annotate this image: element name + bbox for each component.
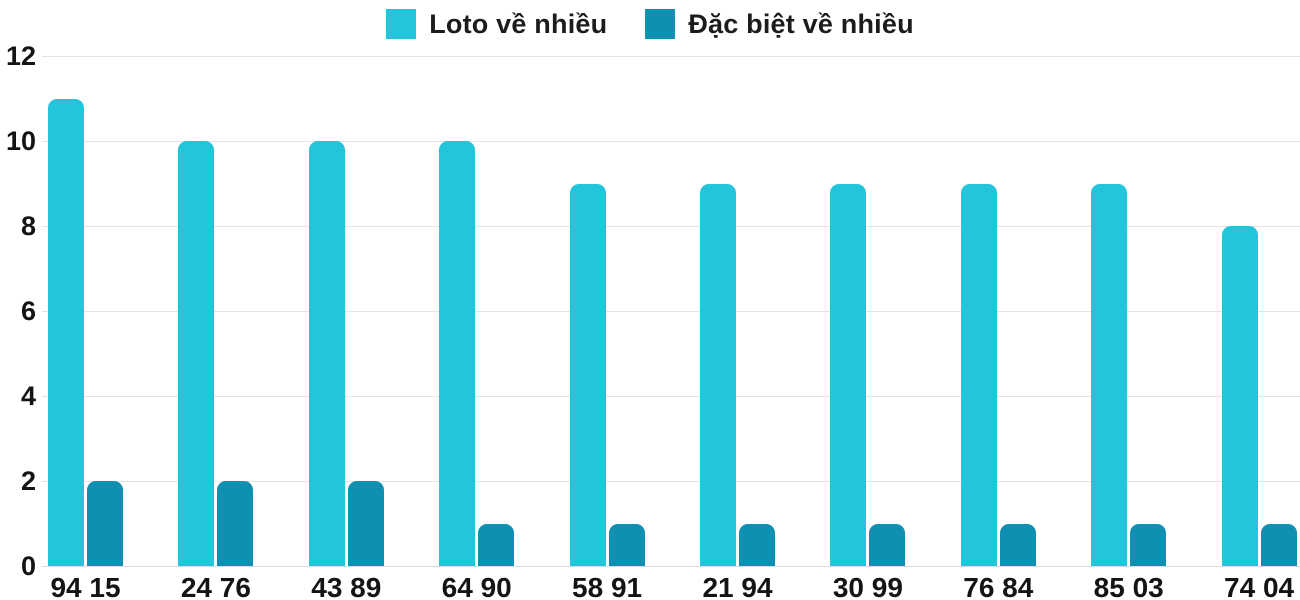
bar-loto-76-84[interactable] <box>960 183 997 566</box>
x-axis-category-label-74-04: 74 04 <box>1224 572 1295 600</box>
gridline-y-10 <box>42 141 1300 142</box>
x-axis-category-label-24-76: 24 76 <box>180 572 251 600</box>
y-axis-tick-label-12: 12 <box>5 41 36 71</box>
x-axis-category-label-94-15: 94 15 <box>50 572 121 600</box>
bar-loto-30-99[interactable] <box>830 183 867 566</box>
bar-loto-94-15[interactable] <box>48 98 84 566</box>
bar-loto-64-90[interactable] <box>439 141 476 566</box>
gridline-y-8 <box>42 226 1300 227</box>
y-axis-tick-label-0: 0 <box>20 551 36 581</box>
bar-dacbiet-30-99[interactable] <box>869 523 906 566</box>
bar-dacbiet-94-15[interactable] <box>87 481 123 566</box>
x-axis-category-label-58-91: 58 91 <box>572 572 643 600</box>
bar-loto-85-03[interactable] <box>1091 183 1128 566</box>
bar-dacbiet-24-76[interactable] <box>217 481 254 566</box>
bar-dacbiet-76-84[interactable] <box>999 523 1036 566</box>
bar-loto-24-76[interactable] <box>178 141 215 566</box>
bar-dacbiet-21-94[interactable] <box>739 523 775 566</box>
bar-loto-21-94[interactable] <box>700 183 736 566</box>
bar-loto-43-89[interactable] <box>308 141 345 566</box>
bar-loto-74-04[interactable] <box>1221 226 1258 566</box>
x-axis-baseline <box>42 566 1300 567</box>
gridline-y-12 <box>42 56 1300 57</box>
bar-dacbiet-58-91[interactable] <box>608 523 645 566</box>
bar-dacbiet-85-03[interactable] <box>1130 523 1167 566</box>
x-axis-category-label-30-99: 30 99 <box>832 572 903 600</box>
chart-legend: Loto về nhiều Đặc biệt về nhiều <box>0 6 1300 42</box>
bar-dacbiet-74-04[interactable] <box>1260 523 1297 566</box>
legend-label: Loto về nhiều <box>429 8 608 39</box>
gridline-y-6 <box>42 311 1300 312</box>
gridline-y-4 <box>42 396 1300 397</box>
gridline-y-2 <box>42 481 1300 482</box>
x-axis-category-label-85-03: 85 03 <box>1093 572 1164 600</box>
legend-swatch-icon <box>386 9 417 39</box>
x-axis-category-label-64-90: 64 90 <box>441 572 512 600</box>
y-axis-tick-label-6: 6 <box>20 296 36 326</box>
y-axis-tick-label-4: 4 <box>20 381 36 411</box>
x-axis-category-label-76-84: 76 84 <box>963 572 1034 600</box>
y-axis-tick-label-8: 8 <box>20 211 36 241</box>
y-axis-tick-label-10: 10 <box>5 126 36 156</box>
y-axis-tick-label-2: 2 <box>20 466 36 496</box>
bar-dacbiet-64-90[interactable] <box>478 523 515 566</box>
legend-swatch-icon <box>645 9 676 39</box>
legend-item-series-2[interactable]: Đặc biệt về nhiều <box>645 8 914 40</box>
x-axis-category-label-21-94: 21 94 <box>702 572 773 600</box>
legend-item-series-1[interactable]: Loto về nhiều <box>386 9 607 40</box>
bar-loto-58-91[interactable] <box>569 183 606 566</box>
bar-dacbiet-43-89[interactable] <box>347 481 384 566</box>
legend-label: Đặc biệt về nhiều <box>688 8 914 39</box>
x-axis-category-label-43-89: 43 89 <box>311 572 382 600</box>
